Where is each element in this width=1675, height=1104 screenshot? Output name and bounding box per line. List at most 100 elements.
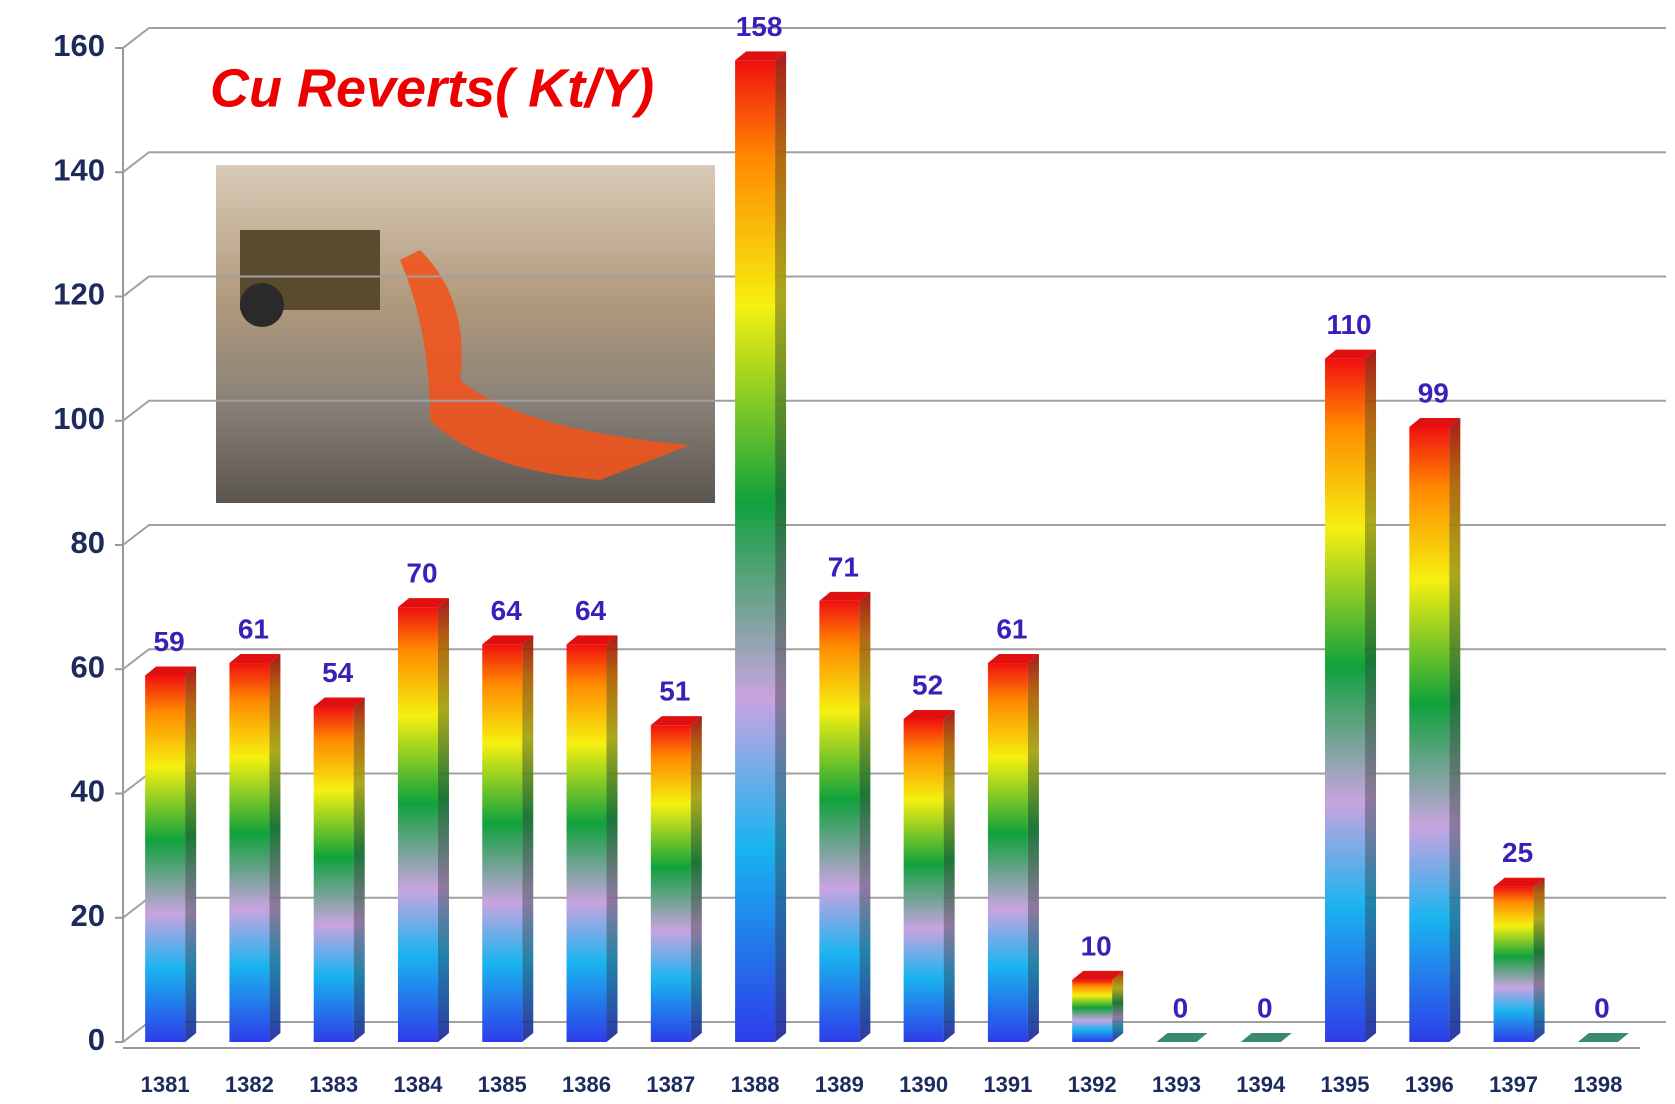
bar-side	[1027, 654, 1039, 1042]
grid-line	[122, 399, 1666, 422]
photo	[216, 165, 715, 503]
bar-top	[482, 635, 534, 645]
bar	[145, 675, 186, 1042]
bar-top	[819, 591, 871, 601]
bar-top	[145, 666, 197, 676]
y-tick-label: 120	[53, 277, 105, 312]
value-label: 0	[1173, 992, 1189, 1023]
grid-line	[122, 275, 1666, 298]
bar	[1240, 1033, 1292, 1042]
bar-group	[819, 591, 871, 1042]
bar-side-shade	[690, 716, 702, 1042]
value-label: 59	[154, 626, 185, 657]
bar-side	[775, 51, 787, 1043]
bar-top	[1325, 349, 1377, 359]
bar-side	[437, 598, 449, 1042]
bar-group	[1493, 877, 1545, 1042]
bar-group	[313, 697, 365, 1042]
bar-group	[1156, 1033, 1208, 1042]
y-tick-label: 140	[53, 152, 105, 187]
bar-side-shade	[606, 635, 618, 1042]
bar-side-shade	[522, 635, 534, 1042]
bar-side-shade	[269, 654, 281, 1042]
x-tick-label: 1398	[1573, 1072, 1622, 1097]
bar-side	[1533, 877, 1545, 1042]
x-tick-label: 1395	[1321, 1072, 1370, 1097]
x-tick-label: 1383	[309, 1072, 358, 1097]
value-label: 99	[1418, 377, 1449, 408]
bar-group	[1072, 970, 1124, 1042]
bar-group	[397, 598, 449, 1042]
grid-line	[122, 648, 1666, 671]
y-tick-label: 0	[88, 1022, 105, 1057]
value-label: 0	[1257, 992, 1273, 1023]
bar-side-shade	[775, 51, 787, 1043]
bar-side-shade	[1449, 417, 1461, 1042]
x-tick-label: 1388	[731, 1072, 780, 1097]
bar	[566, 644, 607, 1042]
value-label: 71	[828, 551, 859, 582]
bar-group	[650, 716, 702, 1042]
bar-group	[1409, 417, 1461, 1042]
value-label: 10	[1081, 930, 1112, 961]
bar	[819, 600, 860, 1042]
bar	[313, 706, 354, 1042]
x-tick-label: 1381	[141, 1072, 190, 1097]
x-tick-label: 1389	[815, 1072, 864, 1097]
bar-group	[1577, 1033, 1629, 1042]
bar	[903, 718, 944, 1042]
x-tick-label: 1396	[1405, 1072, 1454, 1097]
x-tick-label: 1386	[562, 1072, 611, 1097]
value-label: 0	[1594, 992, 1610, 1023]
bar-top	[1072, 970, 1124, 980]
bar	[987, 663, 1028, 1042]
bar-top	[987, 654, 1039, 664]
bar-group	[229, 654, 281, 1042]
bar	[397, 607, 438, 1042]
bar-side	[1365, 349, 1377, 1042]
bar-side-shade	[185, 666, 197, 1042]
bar-side	[690, 716, 702, 1042]
bar-side	[353, 697, 365, 1042]
bar-side-shade	[859, 591, 871, 1042]
bar-top	[229, 654, 281, 664]
bar-group	[903, 709, 955, 1042]
value-label: 70	[406, 558, 437, 589]
value-label: 64	[575, 595, 607, 626]
bar-group	[1240, 1033, 1292, 1042]
bar	[1156, 1033, 1208, 1042]
value-label: 61	[238, 613, 269, 644]
x-tick-label: 1384	[393, 1072, 443, 1097]
bar	[735, 60, 776, 1043]
bar	[1409, 426, 1450, 1042]
bar	[650, 725, 691, 1042]
value-label: 52	[912, 669, 943, 700]
bar-side-shade	[437, 598, 449, 1042]
bar-group	[145, 666, 197, 1042]
bar-top	[397, 598, 449, 608]
bar-group	[1325, 349, 1377, 1042]
bar-group	[482, 635, 534, 1042]
bar	[229, 663, 270, 1042]
x-tick-label: 1397	[1489, 1072, 1538, 1097]
bar-side-shade	[1112, 970, 1124, 1042]
bar-side-shade	[1365, 349, 1377, 1042]
x-tick-label: 1387	[646, 1072, 695, 1097]
value-label: 54	[322, 657, 354, 688]
bar-side-shade	[1533, 877, 1545, 1042]
bar-side-shade	[1027, 654, 1039, 1042]
x-tick-label: 1385	[478, 1072, 527, 1097]
y-tick-label: 40	[71, 774, 105, 809]
grid-line	[122, 151, 1666, 174]
bar-side	[1449, 417, 1461, 1042]
y-tick-label: 60	[71, 649, 105, 684]
y-tick-label: 100	[53, 401, 105, 436]
x-tick-label: 1391	[983, 1072, 1032, 1097]
bar-side-shade	[353, 697, 365, 1042]
grid-line	[122, 524, 1666, 546]
bar-group	[735, 51, 787, 1043]
bar-side	[943, 709, 955, 1042]
bar-side	[269, 654, 281, 1042]
bar	[1072, 979, 1113, 1042]
